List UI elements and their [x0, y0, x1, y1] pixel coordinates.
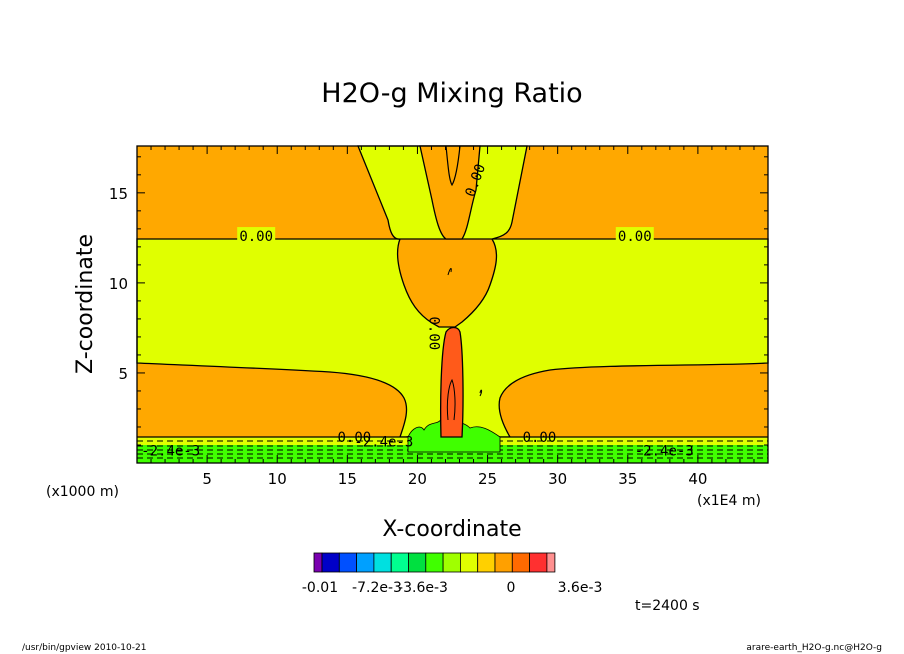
- y-tick-label: 10: [109, 275, 128, 293]
- colorbar-cell: [390, 552, 409, 573]
- x-tick-label: 10: [268, 470, 287, 488]
- contour-label-text: -2.4e-3: [141, 443, 200, 459]
- colorbar-cell: [442, 552, 461, 573]
- x-unit-right: (x1E4 m): [697, 493, 761, 509]
- colorbar-label: 0: [507, 580, 516, 596]
- contour-label: 0.00: [337, 430, 371, 446]
- chart-title: H2O-g Mixing Ratio: [321, 78, 582, 109]
- colorbar-cell: [356, 552, 375, 573]
- field-updraft-inner: [446, 378, 456, 421]
- colorbar-cell: [546, 552, 556, 573]
- colorbar-cell: [494, 552, 513, 573]
- x-tick-label: 15: [338, 470, 357, 488]
- contour-label: 0.00: [615, 227, 654, 245]
- axis-ticks: [137, 146, 768, 463]
- y-tick-label: 15: [109, 185, 128, 203]
- x-tick-label: 5: [202, 470, 212, 488]
- colorbar-label: -7.2e-3: [352, 580, 402, 596]
- colorbar-cell: [313, 552, 323, 573]
- contour-label-text: 0.00: [523, 430, 557, 446]
- x-tick-label: 20: [408, 470, 427, 488]
- x-tick-label: 35: [618, 470, 637, 488]
- colorbar-cell: [477, 552, 496, 573]
- y-axis-label: Z-coordinate: [73, 234, 98, 374]
- field-updraft-core: [440, 326, 464, 438]
- contour-label: 0.00: [237, 227, 276, 245]
- field-plume-core: [419, 145, 481, 240]
- contour-label: 0.00: [425, 316, 441, 350]
- y-tick-label: 5: [118, 365, 128, 383]
- contour-label: 0.00: [523, 430, 557, 446]
- colorbar-cell: [511, 552, 530, 573]
- field-plume-inner-line: [445, 145, 461, 187]
- colorbar-cell: [425, 552, 444, 573]
- x-tick-label: 30: [548, 470, 567, 488]
- colorbar-cell: [373, 552, 392, 573]
- contour-label-text: 0.00: [239, 229, 273, 245]
- x-tick-label: 25: [478, 470, 497, 488]
- contour-label: -2.4e-3: [141, 443, 200, 459]
- x-tick-labels: 5 10 15 20 25 30 35 40: [202, 470, 707, 488]
- footer-left: /usr/bin/gpview 2010-10-21: [22, 643, 146, 653]
- colorbar-cell: [459, 552, 479, 573]
- colorbar-label: 3.6e-3: [558, 580, 603, 596]
- contour-label-text: -2.4e-3: [635, 443, 694, 459]
- contour-label: -2.4e-3: [635, 443, 694, 459]
- contour-label-text: 0.00: [425, 316, 441, 350]
- plot-area: 0.00 0.000.000.000.00 0.00-2.4e-3 -2.4e-3-2…: [136, 145, 769, 464]
- colorbar-cell: [321, 552, 340, 573]
- x-tick-label: 40: [688, 470, 707, 488]
- colorbar-labels: -0.01 -7.2e-3-3.6e-3 0 3.6e-3: [302, 580, 603, 596]
- contour-label-text: 0.00: [337, 430, 371, 446]
- contour-label-text: -2.4e-3: [354, 434, 413, 450]
- colorbar-cell: [338, 552, 357, 573]
- y-tick-labels: 5 10 15: [109, 185, 128, 383]
- field-updraft-wisp: [447, 267, 483, 397]
- contour-label-text: 0.00: [618, 229, 652, 245]
- colorbar: [313, 552, 556, 573]
- contour-label: -2.4e-3: [354, 434, 413, 450]
- colorbar-cell: [529, 552, 548, 573]
- colorbar-cell: [408, 552, 427, 573]
- plot-frame: [136, 145, 769, 464]
- footer-right: arare-earth_H2O-g.nc@H2O-g: [746, 643, 882, 653]
- x-axis-label: X-coordinate: [382, 517, 521, 542]
- time-label: t=2400 s: [635, 598, 700, 614]
- x-unit-left: (x1000 m): [46, 484, 119, 500]
- colorbar-label: -3.6e-3: [398, 580, 448, 596]
- colorbar-label: -0.01: [302, 580, 338, 596]
